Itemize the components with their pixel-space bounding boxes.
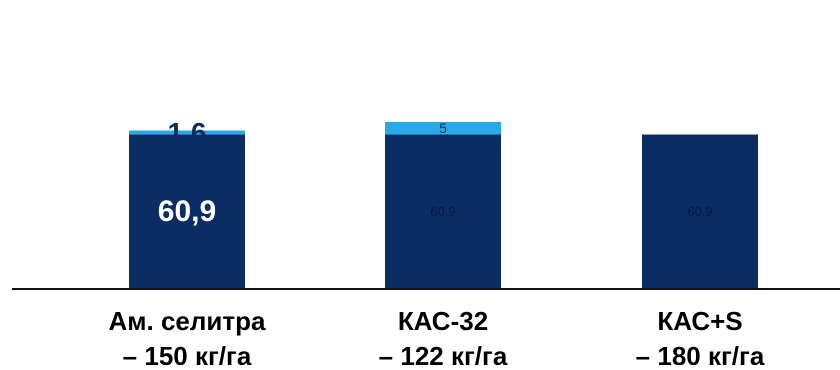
bar-segment-2-1 [385, 134, 501, 288]
bar-segment-3-1 [642, 134, 758, 288]
bars-layer [129, 121, 758, 288]
data-label-2-2: 5 [439, 120, 447, 136]
x-tick-labels-layer: Ам. селитра – 150 кг/га КАС-32 – 122 кг/га К… [109, 306, 765, 370]
x-tick-label-1-line-1: Ам. селитра [109, 306, 266, 336]
x-tick-label-1-line-2: – 150 кг/га [123, 341, 252, 365]
bar-segment-2-2 [385, 121, 501, 135]
bar-segment-1-2 [129, 130, 245, 135]
data-label-1-2: 1,6 [168, 117, 207, 148]
bar-segment-1-1 [129, 134, 245, 288]
data-label-3-1: 60,9 [687, 204, 712, 219]
x-tick-label-3-line-1: КАС+S [657, 306, 742, 336]
x-tick-label-3-line-2: – 180 кг/га [636, 341, 765, 365]
data-label-1-1: 60,9 [158, 195, 216, 228]
x-tick-label-2-line-1: КАС-32 [398, 306, 488, 336]
x-tick-label-2-line-2: – 122 кг/га [379, 341, 508, 365]
data-labels-layer: 60,9 1,6 60,9 5 60,9 [158, 117, 713, 228]
data-label-2-1: 60,9 [430, 204, 455, 219]
